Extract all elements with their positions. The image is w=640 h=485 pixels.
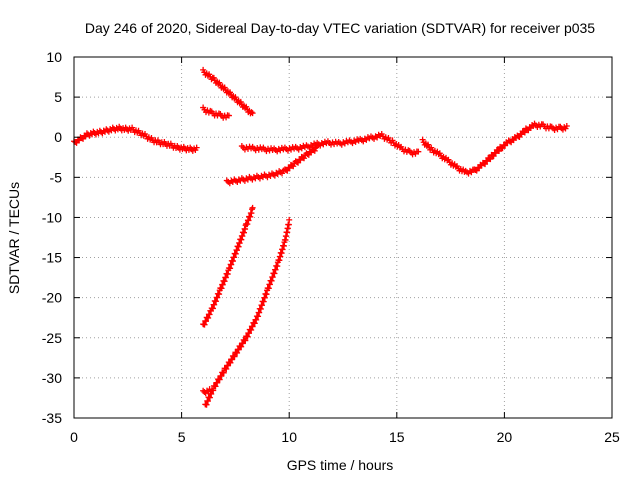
data-point <box>234 349 241 356</box>
x-tick-label: 0 <box>70 429 78 445</box>
data-point <box>205 388 212 395</box>
series-tail-trace <box>419 120 570 177</box>
y-tick-label: 5 <box>54 89 62 105</box>
x-tick-label: 5 <box>178 429 186 445</box>
data-point <box>314 143 321 150</box>
data-point <box>218 373 225 380</box>
chart-title: Day 246 of 2020, Sidereal Day-to-day VTE… <box>85 20 595 36</box>
gridlines <box>74 57 612 418</box>
data-point <box>521 129 528 136</box>
data-point <box>204 398 211 405</box>
data-point <box>251 320 258 327</box>
series-segment-8 <box>200 66 256 117</box>
series-segment-3 <box>200 104 232 121</box>
series-steep-1 <box>200 204 256 328</box>
data-point <box>246 330 253 337</box>
data-point <box>249 204 256 211</box>
data-point <box>214 379 221 386</box>
data-point <box>487 156 494 163</box>
series-main-trace <box>71 123 200 154</box>
data-point <box>220 369 227 376</box>
data-point <box>223 365 230 372</box>
data-point <box>210 387 217 394</box>
data-point <box>201 321 208 328</box>
data-point <box>301 155 308 162</box>
data-point <box>286 216 293 223</box>
data-point <box>216 376 223 383</box>
data-point <box>415 148 422 155</box>
y-tick-label: 0 <box>54 129 62 145</box>
data-point <box>520 128 527 135</box>
data-point <box>202 318 209 325</box>
data-point <box>227 359 234 366</box>
x-tick-label: 20 <box>497 429 513 445</box>
data-point <box>206 386 213 393</box>
x-tick-label: 15 <box>389 429 405 445</box>
data-point <box>242 337 249 344</box>
x-axis-label: GPS time / hours <box>287 457 394 473</box>
x-axis: 0 5 10 15 20 25 <box>70 57 620 445</box>
y-tick-label: -30 <box>42 370 62 386</box>
data-point <box>496 148 503 155</box>
data-point <box>253 316 260 323</box>
data-point <box>290 163 297 170</box>
series-low-rise <box>223 143 321 187</box>
data-point <box>248 327 255 334</box>
x-tick-label: 10 <box>281 429 297 445</box>
data-point <box>249 110 256 117</box>
data-point <box>205 314 212 321</box>
y-tick-label: -35 <box>42 410 62 426</box>
y-tick-label: -5 <box>50 169 63 185</box>
data-point <box>248 109 255 116</box>
y-tick-label: -20 <box>42 290 62 306</box>
data-point <box>311 147 318 154</box>
data-point <box>238 343 245 350</box>
data-point <box>203 401 210 408</box>
series-stub <box>200 386 213 397</box>
data-point <box>249 323 256 330</box>
plot-frame <box>73 56 613 419</box>
data-marks <box>71 66 570 408</box>
data-point <box>212 383 219 390</box>
y-axis-label: SDTVAR / TECUs <box>6 182 22 294</box>
series-steep-2 <box>202 216 293 408</box>
data-point <box>206 311 213 318</box>
data-point <box>231 353 238 360</box>
y-tick-label: 10 <box>46 49 62 65</box>
y-tick-label: -10 <box>42 209 62 225</box>
data-point <box>244 333 251 340</box>
series-mid-trace <box>238 131 422 158</box>
y-tick-label: -15 <box>42 250 62 266</box>
data-point <box>563 122 570 129</box>
data-point <box>193 144 200 151</box>
data-point <box>243 103 250 110</box>
data-point <box>206 394 213 401</box>
y-axis: 10 5 0 -5 -10 -15 -20 -25 -30 -35 <box>42 49 612 426</box>
data-point <box>225 112 232 119</box>
y-tick-label: -25 <box>42 330 62 346</box>
x-tick-label: 25 <box>604 429 620 445</box>
